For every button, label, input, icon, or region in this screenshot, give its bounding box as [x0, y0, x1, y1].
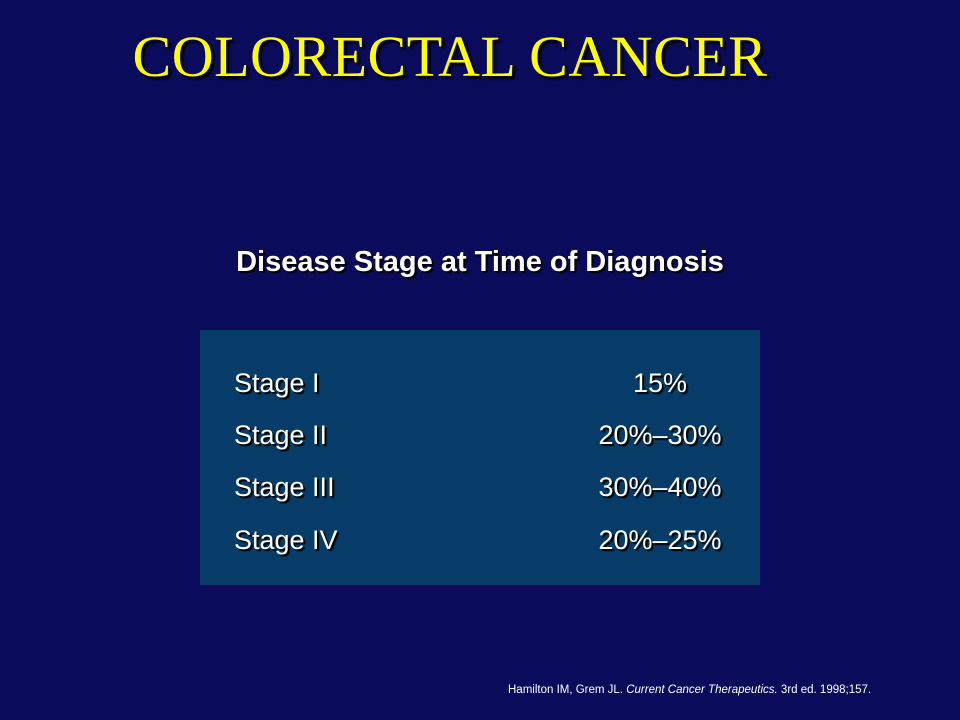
stage-label: Stage III [234, 472, 335, 502]
slide-title: COLORECTAL CANCER [132, 24, 768, 89]
citation-work: Current Cancer Therapeutics. [626, 684, 778, 696]
stage-percent: 15% [632, 368, 688, 398]
stage-label: Stage II [234, 420, 328, 450]
citation-details: 3rd ed. 1998;157. [780, 684, 872, 696]
stage-percent: 20%–30% [598, 420, 722, 450]
citation: Hamilton IM, Grem JL. Current Cancer The… [508, 683, 871, 697]
table-subtitle: Disease Stage at Time of Diagnosis [236, 246, 724, 278]
table-row: Stage III 30%–40% [200, 469, 760, 505]
table-row: Stage II 20%–30% [200, 417, 760, 453]
stage-table: Stage I 15% Stage II 20%–30% Stage III 3… [200, 330, 760, 585]
stage-percent: 30%–40% [598, 472, 722, 502]
table-row: Stage IV 20%–25% [200, 522, 760, 558]
stage-percent: 20%–25% [598, 525, 722, 555]
citation-authors: Hamilton IM, Grem JL. [508, 684, 624, 696]
stage-label: Stage IV [234, 525, 338, 555]
table-row: Stage I 15% [200, 365, 760, 401]
stage-label: Stage I [234, 368, 320, 398]
